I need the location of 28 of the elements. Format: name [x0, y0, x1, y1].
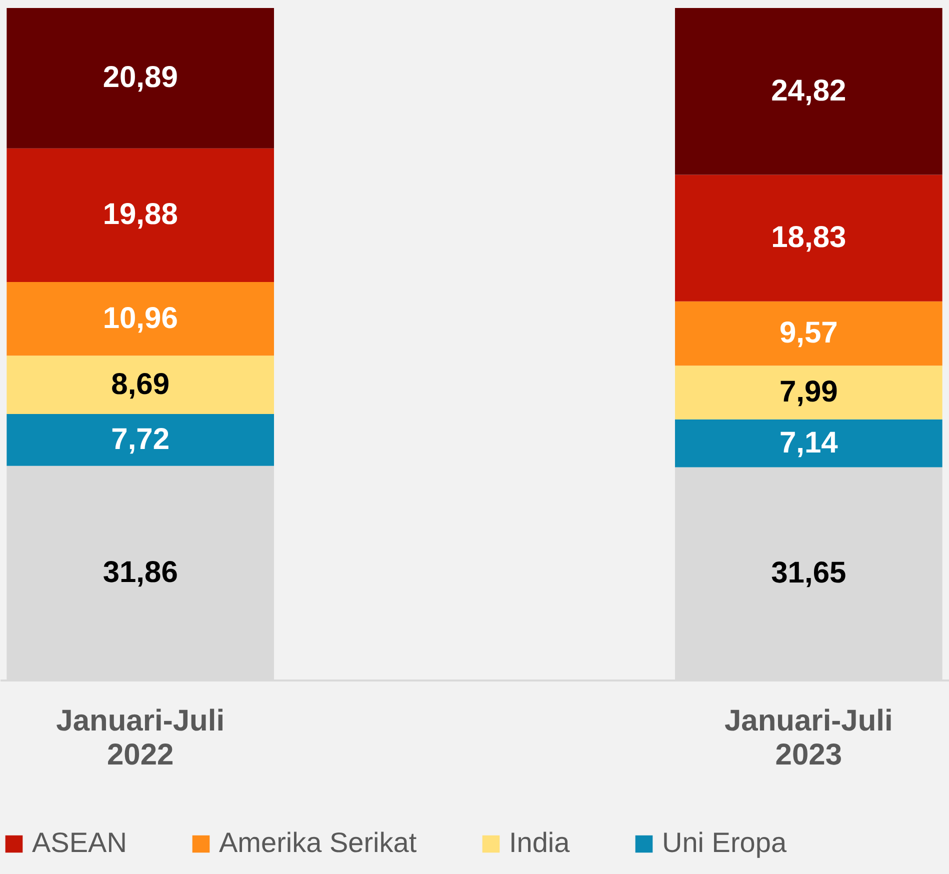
data-label: 31,65	[771, 556, 846, 590]
bar	[6, 8, 274, 148]
data-label: 31,86	[102, 556, 178, 589]
bar	[6, 282, 274, 356]
legend-label: ASEAN	[32, 827, 127, 858]
data-label: 10,96	[102, 302, 178, 335]
data-label: 7,14	[779, 426, 838, 460]
bar	[6, 148, 274, 282]
data-label: 8,69	[111, 368, 170, 401]
data-label: 7,99	[779, 375, 838, 408]
legend-label: India	[509, 827, 570, 858]
data-label: 18,83	[771, 221, 846, 254]
data-label: 20,89	[102, 61, 178, 94]
bar	[674, 174, 942, 302]
bar	[674, 8, 942, 175]
data-label: 24,82	[771, 74, 846, 108]
data-label: 7,72	[111, 422, 170, 456]
data-label: 9,57	[779, 316, 838, 350]
bar	[674, 419, 942, 468]
bar	[6, 356, 274, 414]
bar	[674, 301, 942, 366]
data-label: 19,88	[102, 198, 178, 232]
x-tick-label: Januari-Juli 2023	[724, 704, 893, 772]
bar	[674, 366, 942, 420]
legend-label: Uni Eropa	[662, 827, 787, 858]
bar	[6, 414, 274, 466]
x-tick-label: Januari-Juli 2022	[56, 704, 225, 772]
legend-label: Amerika Serikat	[219, 827, 417, 858]
